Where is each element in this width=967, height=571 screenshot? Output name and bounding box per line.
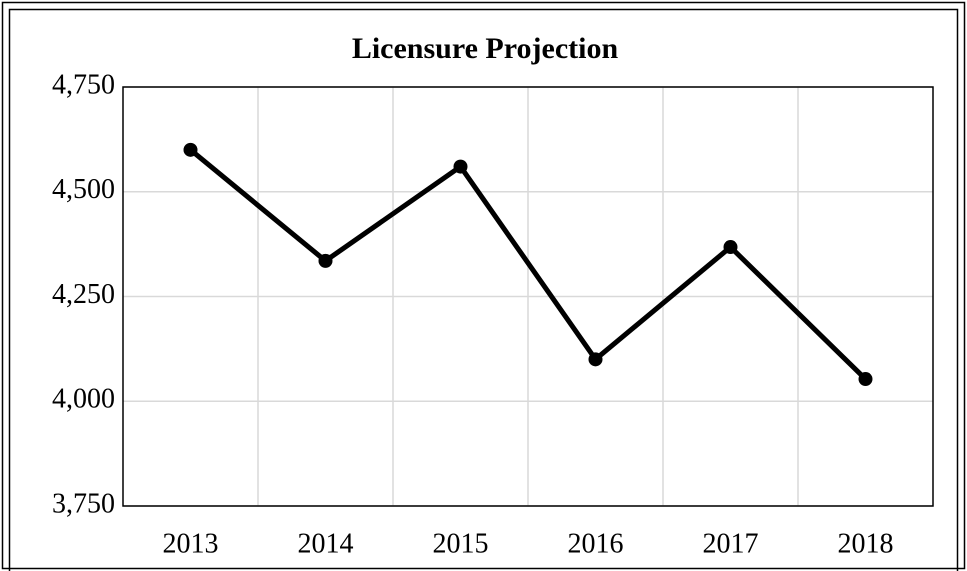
data-point <box>723 240 738 255</box>
x-tick-label: 2015 <box>433 528 489 559</box>
plot-frame <box>122 86 934 507</box>
x-tick-label: 2018 <box>838 528 894 559</box>
inner-frame <box>8 8 959 571</box>
x-tick-label: 2017 <box>703 528 759 559</box>
data-point <box>588 352 603 367</box>
x-tick-label: 2013 <box>163 528 219 559</box>
data-point <box>183 142 198 157</box>
data-point <box>453 159 468 174</box>
y-tick-label: 4,250 <box>52 279 115 310</box>
data-point <box>858 372 873 387</box>
y-tick-label: 4,750 <box>52 69 115 100</box>
chart-title: Licensure Projection <box>352 32 619 65</box>
y-tick-label: 4,000 <box>52 384 115 415</box>
x-tick-label: 2016 <box>568 528 624 559</box>
x-tick-label: 2014 <box>298 528 354 559</box>
y-tick-label: 3,750 <box>52 488 115 519</box>
series-line <box>188 147 868 381</box>
data-point <box>318 253 333 268</box>
y-tick-label: 4,500 <box>52 174 115 205</box>
